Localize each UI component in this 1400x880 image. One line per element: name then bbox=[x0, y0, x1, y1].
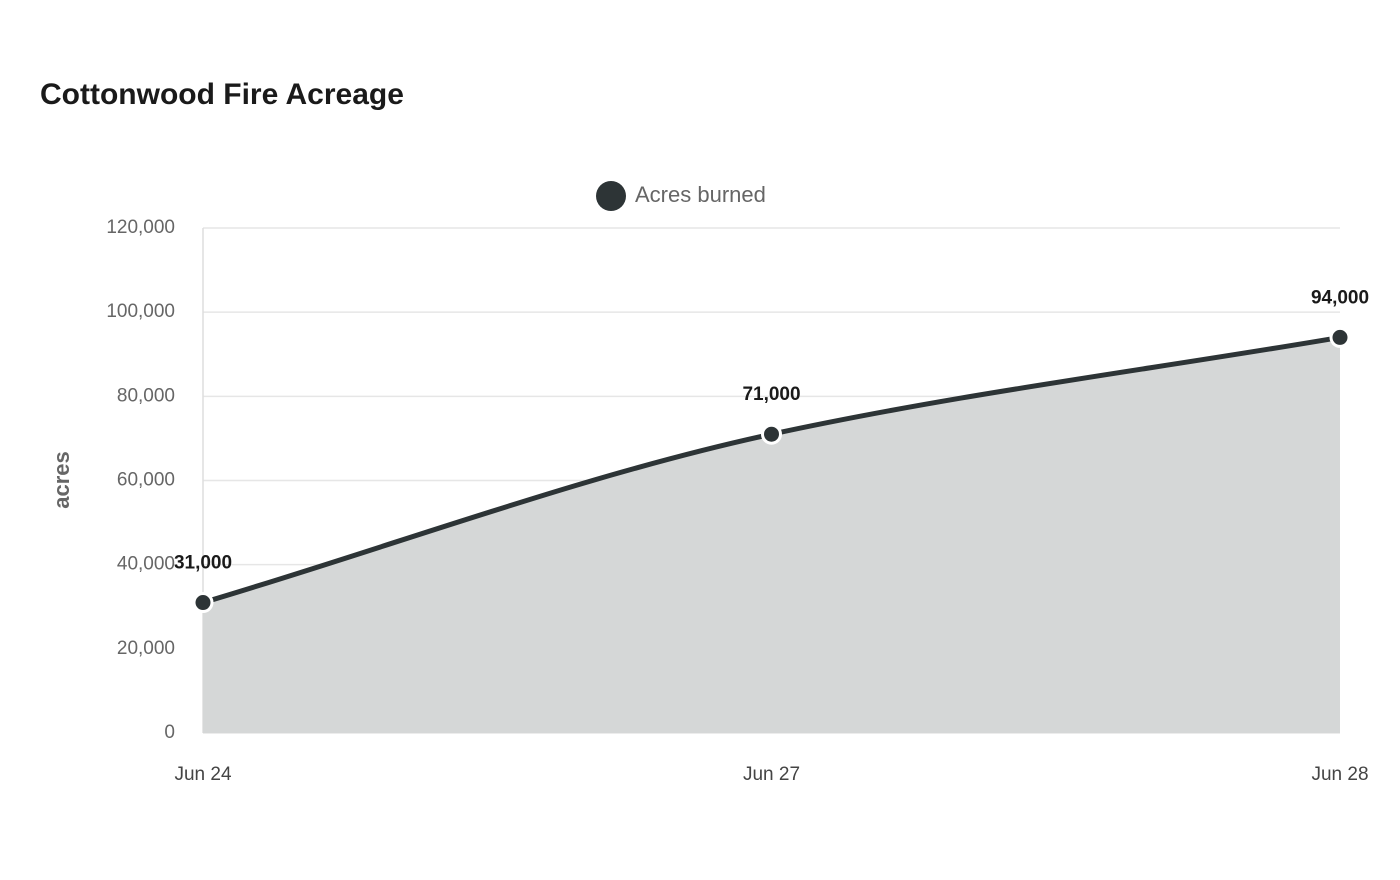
x-tick-label: Jun 27 bbox=[743, 764, 800, 785]
y-tick-label: 100,000 bbox=[106, 301, 175, 322]
data-label: 31,000 bbox=[174, 553, 232, 574]
y-tick-label: 60,000 bbox=[117, 470, 175, 491]
chart-title: Cottonwood Fire Acreage bbox=[40, 78, 404, 111]
y-tick-label: 120,000 bbox=[106, 217, 175, 238]
x-tick-label: Jun 24 bbox=[174, 764, 231, 785]
data-label: 71,000 bbox=[742, 384, 800, 405]
area bbox=[203, 337, 1340, 733]
point bbox=[1329, 326, 1351, 348]
y-tick-label: 40,000 bbox=[117, 554, 175, 575]
y-tick-label: 0 bbox=[164, 722, 175, 743]
point bbox=[761, 423, 782, 445]
legend-label: Acres burned bbox=[635, 182, 766, 207]
point bbox=[192, 592, 214, 614]
y-axis-label: acres bbox=[49, 451, 74, 509]
y-tick-label: 80,000 bbox=[117, 385, 175, 406]
data-label: 94,000 bbox=[1311, 287, 1369, 308]
legend-marker bbox=[596, 181, 626, 211]
y-tick-label: 20,000 bbox=[117, 638, 175, 659]
x-tick-label: Jun 28 bbox=[1311, 764, 1368, 785]
